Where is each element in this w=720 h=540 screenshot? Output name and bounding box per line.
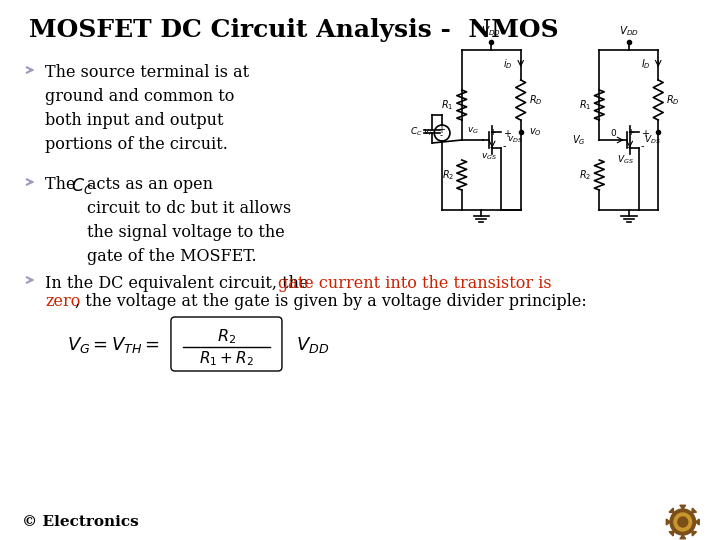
Text: $v_G$: $v_G$: [467, 125, 479, 136]
Text: $V_{DD}$: $V_{DD}$: [618, 24, 639, 38]
Circle shape: [670, 509, 696, 535]
Polygon shape: [669, 531, 674, 536]
Text: $0$: $0$: [611, 127, 618, 138]
Text: $R_2$: $R_2$: [217, 328, 236, 346]
Text: $R_D$: $R_D$: [528, 93, 542, 107]
Text: $v_{GS}$: $v_{GS}$: [481, 152, 498, 163]
Polygon shape: [680, 505, 685, 509]
Text: MOSFET DC Circuit Analysis -  NMOS: MOSFET DC Circuit Analysis - NMOS: [30, 18, 559, 42]
Text: +: +: [490, 128, 496, 137]
Text: In the DC equivalent circuit, the: In the DC equivalent circuit, the: [45, 275, 314, 292]
Text: $i_D$: $i_D$: [503, 57, 513, 71]
Text: -: -: [627, 143, 630, 152]
Text: $R_2$: $R_2$: [441, 168, 454, 182]
Text: $R_1 + R_2$: $R_1 + R_2$: [199, 350, 254, 368]
Polygon shape: [669, 508, 674, 513]
Text: +: +: [627, 128, 634, 137]
Circle shape: [674, 513, 692, 531]
Text: © Electronics: © Electronics: [22, 515, 138, 529]
Text: $= V_{TH} =$: $= V_{TH} =$: [89, 335, 160, 355]
Polygon shape: [692, 508, 696, 513]
Text: acts as an open
circuit to dc but it allows
the signal voltage to the
gate of th: acts as an open circuit to dc but it all…: [87, 176, 292, 266]
Text: +: +: [503, 129, 511, 139]
Text: $R_1$: $R_1$: [579, 98, 591, 112]
Text: -: -: [490, 143, 492, 152]
Text: $R_1$: $R_1$: [441, 98, 454, 112]
Text: $V_G$: $V_G$: [572, 133, 585, 147]
Text: -: -: [440, 132, 443, 140]
Text: , the voltage at the gate is given by a voltage divider principle:: , the voltage at the gate is given by a …: [75, 293, 586, 310]
Text: $V_{DD}$: $V_{DD}$: [481, 24, 501, 38]
Text: $v_O$: $v_O$: [528, 126, 541, 138]
Text: $R_D$: $R_D$: [666, 93, 680, 107]
Text: $V_{DS}$: $V_{DS}$: [644, 134, 662, 146]
Text: $\mathit{C_C}$: $\mathit{C_C}$: [71, 176, 94, 196]
Text: $C_C$: $C_C$: [410, 125, 423, 138]
Polygon shape: [692, 531, 696, 536]
Text: +: +: [437, 125, 445, 135]
Text: $v_i$: $v_i$: [423, 128, 432, 138]
Text: -: -: [503, 141, 506, 151]
FancyBboxPatch shape: [171, 317, 282, 371]
Text: zero: zero: [45, 293, 81, 310]
Text: The source terminal is at
ground and common to
both input and output
portions of: The source terminal is at ground and com…: [45, 64, 249, 153]
Text: +: +: [641, 129, 649, 139]
Text: $R_2$: $R_2$: [579, 168, 591, 182]
Polygon shape: [680, 535, 685, 539]
Circle shape: [678, 517, 688, 527]
Polygon shape: [666, 519, 670, 525]
Text: The: The: [45, 176, 81, 193]
Text: $V_{DD}$: $V_{DD}$: [296, 335, 329, 355]
Text: $I_D$: $I_D$: [641, 57, 650, 71]
Polygon shape: [696, 519, 699, 525]
Text: $v_{DS}$: $v_{DS}$: [507, 135, 523, 145]
Text: gate current into the transistor is: gate current into the transistor is: [278, 275, 552, 292]
Text: $V_G$: $V_G$: [67, 335, 90, 355]
Text: $V_{GS}$: $V_{GS}$: [617, 154, 634, 166]
Text: -: -: [641, 141, 644, 151]
